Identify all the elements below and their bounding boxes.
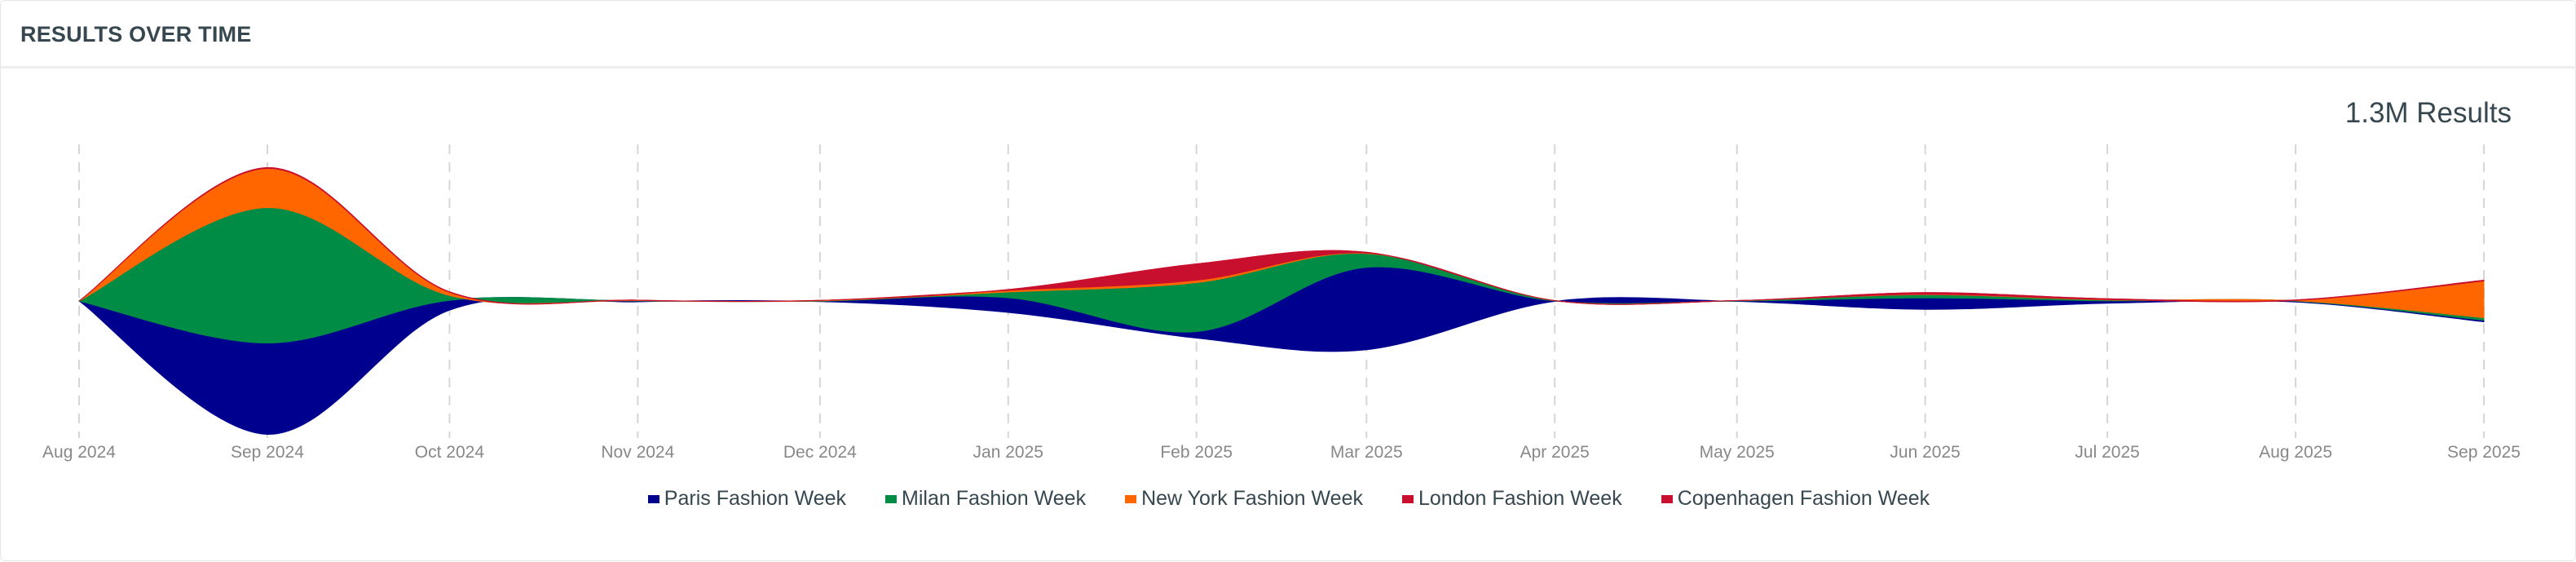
legend-swatch xyxy=(647,494,659,503)
legend-swatch xyxy=(1661,494,1673,503)
legend-item[interactable]: Copenhagen Fashion Week xyxy=(1661,487,1930,511)
x-tick-label: Dec 2024 xyxy=(783,443,857,462)
legend-item[interactable]: Paris Fashion Week xyxy=(647,487,847,511)
x-tick-label: Sep 2025 xyxy=(2447,443,2521,462)
legend-label: New York Fashion Week xyxy=(1141,487,1363,510)
x-tick-label: Oct 2024 xyxy=(415,443,485,462)
legend-item[interactable]: London Fashion Week xyxy=(1401,487,1622,511)
legend-label: Copenhagen Fashion Week xyxy=(1677,487,1930,510)
series-area-copenhagen-fashion-week xyxy=(78,166,2485,305)
x-tick-label: Aug 2024 xyxy=(42,443,116,462)
x-tick-label: May 2025 xyxy=(1700,443,1775,462)
x-tick-label: Jul 2025 xyxy=(2075,443,2139,462)
legend-label: Milan Fashion Week xyxy=(902,487,1087,510)
x-tick-label: Nov 2024 xyxy=(601,443,674,462)
x-tick-label: Apr 2025 xyxy=(1520,443,1590,462)
legend-swatch xyxy=(1125,494,1137,503)
legend-item[interactable]: New York Fashion Week xyxy=(1125,487,1363,511)
legend-swatch xyxy=(885,494,898,503)
legend-item[interactable]: Milan Fashion Week xyxy=(885,487,1086,511)
x-tick-label: Mar 2025 xyxy=(1330,443,1403,462)
legend-swatch xyxy=(1401,494,1414,503)
x-tick-label: Jun 2025 xyxy=(1890,443,1960,462)
x-tick-label: Jan 2025 xyxy=(973,443,1043,462)
total-results-label: 1.3M Results xyxy=(2344,97,2512,129)
card-header: RESULTS OVER TIME xyxy=(1,1,2576,69)
chart-legend: Paris Fashion Week Milan Fashion Week New … xyxy=(1,487,2576,511)
x-tick-label: Aug 2025 xyxy=(2259,443,2332,462)
x-tick-label: Feb 2025 xyxy=(1160,443,1233,462)
legend-label: London Fashion Week xyxy=(1418,487,1622,510)
legend-label: Paris Fashion Week xyxy=(664,487,847,510)
x-tick-label: Sep 2024 xyxy=(231,443,304,462)
card-title: RESULTS OVER TIME xyxy=(20,22,252,46)
